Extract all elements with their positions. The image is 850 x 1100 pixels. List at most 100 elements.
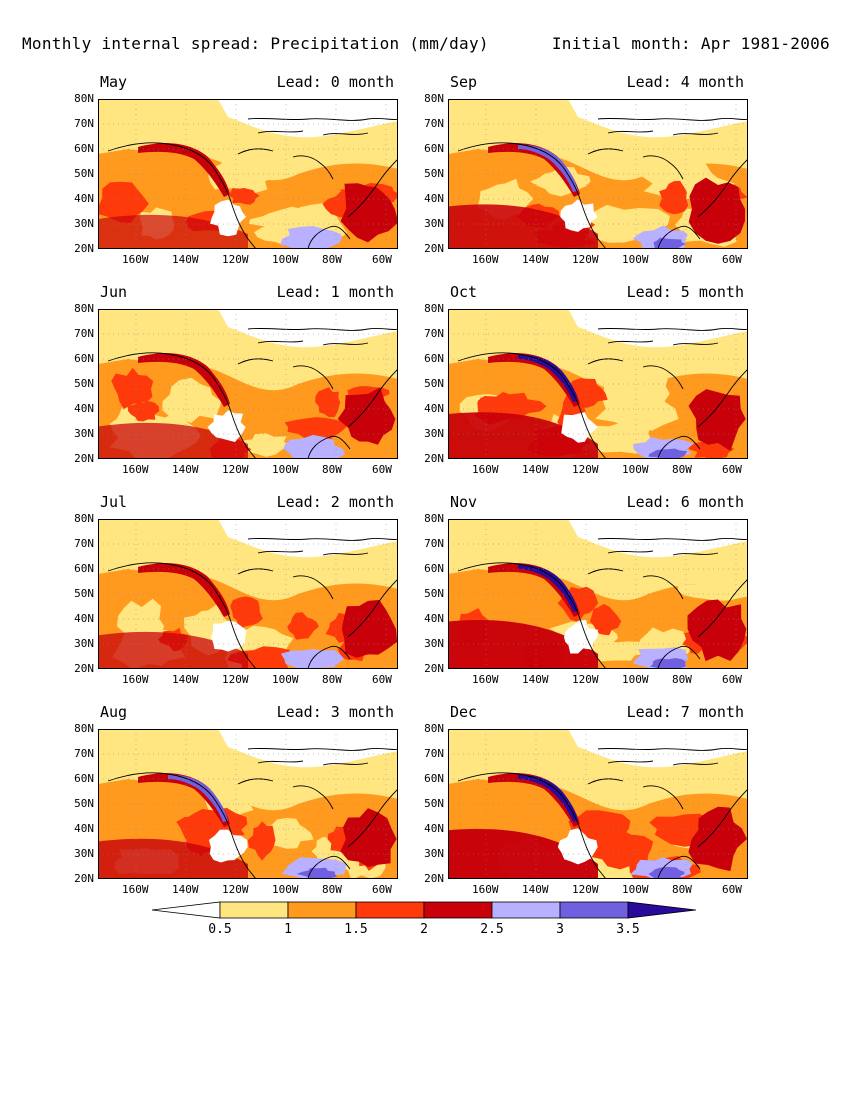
colorbar-tick-label: 2.5 — [480, 922, 504, 937]
lat-tick-label: 70N — [74, 327, 94, 340]
panel-lead-label: Lead: 2 month — [276, 493, 394, 511]
lon-tick-label: 100W — [272, 883, 299, 896]
lat-tick-label: 50N — [74, 167, 94, 180]
lon-tick-label: 80W — [672, 673, 692, 686]
lon-tick-label: 60W — [722, 883, 742, 896]
colorbar-tick-label: 3.5 — [616, 922, 640, 937]
lon-tick-label: 160W — [122, 883, 149, 896]
lon-tick-label: 80W — [322, 883, 342, 896]
lon-tick-label: 80W — [672, 463, 692, 476]
lon-tick-label: 140W — [172, 883, 199, 896]
map-panel: Aug Lead: 3 month 80N 70N 60N 50N 40N 30N 20N 160… — [74, 703, 400, 915]
panel-lead-label: Lead: 5 month — [626, 283, 744, 301]
lat-tick-label: 60N — [424, 562, 444, 575]
panel-month-label: Dec — [450, 703, 478, 721]
lat-tick-label: 70N — [424, 537, 444, 550]
lon-tick-label: 100W — [622, 673, 649, 686]
precip-spread-map — [98, 99, 400, 251]
map-panel: Nov Lead: 6 month 80N 70N 60N 50N 40N 30N 20N 160… — [424, 493, 750, 705]
panel-month-label: Jun — [100, 283, 128, 301]
lon-tick-label: 140W — [172, 463, 199, 476]
lon-tick-label: 160W — [472, 253, 499, 266]
lat-tick-label: 30N — [424, 637, 444, 650]
lon-tick-label: 60W — [722, 673, 742, 686]
lon-tick-label: 160W — [472, 883, 499, 896]
lon-tick-label: 120W — [572, 463, 599, 476]
lon-tick-label: 120W — [572, 253, 599, 266]
lat-tick-label: 80N — [74, 302, 94, 315]
panel-lead-label: Lead: 7 month — [626, 703, 744, 721]
panel-lead-label: Lead: 1 month — [276, 283, 394, 301]
panel-month-label: Sep — [450, 73, 478, 91]
lat-tick-label: 60N — [424, 352, 444, 365]
lon-tick-label: 100W — [272, 253, 299, 266]
lat-tick-label: 20N — [424, 662, 444, 675]
lon-tick-label: 140W — [522, 463, 549, 476]
lat-tick-label: 70N — [424, 747, 444, 760]
lat-tick-label: 20N — [74, 242, 94, 255]
map-canvas — [448, 309, 748, 459]
lon-tick-label: 120W — [572, 883, 599, 896]
precip-spread-map — [448, 309, 750, 461]
colorbar-tick-label: 0.5 — [208, 922, 232, 937]
lon-tick-label: 160W — [472, 463, 499, 476]
lat-tick-label: 70N — [424, 327, 444, 340]
lon-tick-label: 120W — [222, 463, 249, 476]
colorbar-tick-label: 2 — [420, 922, 428, 937]
panel-month-label: May — [100, 73, 128, 91]
lat-tick-label: 20N — [74, 662, 94, 675]
map-canvas — [98, 729, 398, 879]
colorbar-segment — [151, 901, 221, 919]
lat-tick-label: 50N — [74, 377, 94, 390]
precip-spread-map — [98, 519, 400, 671]
lat-tick-label: 30N — [74, 637, 94, 650]
lon-tick-label: 140W — [172, 253, 199, 266]
lat-tick-label: 20N — [424, 242, 444, 255]
lon-tick-label: 60W — [372, 253, 392, 266]
lat-tick-label: 60N — [424, 142, 444, 155]
lon-tick-label: 160W — [472, 673, 499, 686]
lat-tick-label: 70N — [424, 117, 444, 130]
precip-spread-map — [98, 309, 400, 461]
panel-month-label: Nov — [450, 493, 478, 511]
lat-tick-label: 70N — [74, 117, 94, 130]
panel-month-label: Jul — [100, 493, 128, 511]
map-panel: May Lead: 0 month 80N 70N 60N 50N 40N 30N 20N 160… — [74, 73, 400, 285]
lat-tick-label: 30N — [424, 217, 444, 230]
lat-tick-label: 70N — [74, 537, 94, 550]
lat-tick-label: 30N — [424, 427, 444, 440]
lat-tick-label: 50N — [424, 377, 444, 390]
lat-tick-label: 60N — [424, 772, 444, 785]
map-canvas — [98, 309, 398, 459]
lon-tick-label: 80W — [322, 463, 342, 476]
colorbar-segment — [491, 901, 561, 919]
map-panel: Oct Lead: 5 month 80N 70N 60N 50N 40N 30N 20N 160… — [424, 283, 750, 495]
lat-tick-label: 80N — [424, 722, 444, 735]
figure-title: Monthly internal spread: Precipitation (… — [22, 34, 489, 53]
map-canvas — [448, 99, 748, 249]
lat-tick-label: 80N — [74, 92, 94, 105]
lat-tick-label: 40N — [424, 402, 444, 415]
lon-tick-label: 140W — [522, 883, 549, 896]
colorbar-tick-label: 1.5 — [344, 922, 368, 937]
lon-tick-label: 80W — [322, 673, 342, 686]
map-canvas — [448, 519, 748, 669]
colorbar-tick-label: 1 — [284, 922, 292, 937]
map-panel: Jun Lead: 1 month 80N 70N 60N 50N 40N 30N 20N 160… — [74, 283, 400, 495]
lon-tick-label: 140W — [172, 673, 199, 686]
map-canvas — [98, 99, 398, 249]
map-canvas — [448, 729, 748, 879]
panel-lead-label: Lead: 3 month — [276, 703, 394, 721]
lon-tick-label: 120W — [222, 883, 249, 896]
lat-tick-label: 40N — [424, 612, 444, 625]
lat-tick-label: 40N — [74, 822, 94, 835]
map-panel: Dec Lead: 7 month 80N 70N 60N 50N 40N 30N 20N 160… — [424, 703, 750, 915]
lat-tick-label: 40N — [424, 822, 444, 835]
panel-month-label: Oct — [450, 283, 478, 301]
lon-tick-label: 160W — [122, 673, 149, 686]
lat-tick-label: 50N — [424, 797, 444, 810]
lon-tick-label: 140W — [522, 673, 549, 686]
precip-spread-map — [98, 729, 400, 881]
lat-tick-label: 30N — [74, 847, 94, 860]
colorbar-bar — [151, 901, 697, 919]
